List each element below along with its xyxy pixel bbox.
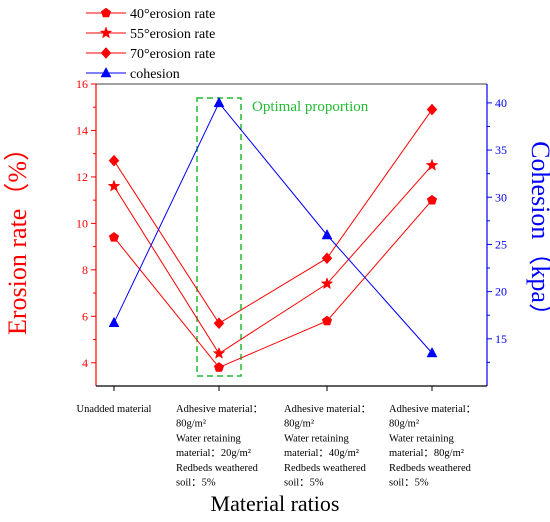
data-point — [213, 96, 225, 108]
category-label: Unadded material — [77, 404, 152, 415]
category-label-line: 80g/m² — [284, 419, 314, 430]
legend-label: 40°erosion rate — [130, 7, 215, 22]
optimal-highlight-box — [196, 97, 242, 377]
y-axis-left-label: Erosion rate（%） — [3, 135, 32, 335]
series-3 — [108, 103, 438, 330]
series-4 — [108, 96, 438, 358]
category-label: Adhesive material： 80g/m² Water retaining m… — [284, 404, 371, 489]
category-label-line: material：40g/m² — [284, 448, 359, 459]
right-tick-label: 15 — [495, 332, 507, 346]
legend-item: 40°erosion rate — [86, 7, 215, 22]
data-point — [108, 154, 120, 167]
right-tick-label: 25 — [495, 237, 507, 251]
axes — [95, 83, 488, 387]
data-point — [212, 346, 226, 359]
data-point — [426, 103, 438, 116]
data-point — [426, 194, 438, 205]
category-label-line: 80g/m² — [389, 419, 419, 430]
category-label-line: Redbeds weathered — [389, 463, 472, 474]
data-point — [321, 315, 333, 326]
left-tick-label: 14 — [76, 123, 88, 137]
data-point — [425, 158, 439, 171]
data-point — [107, 179, 121, 192]
category-label-line: 80g/m² — [176, 419, 206, 430]
category-label-line: Redbeds weathered — [284, 463, 367, 474]
data-point — [320, 277, 334, 290]
category-labels: Unadded material Adhesive material： 80g/m²… — [77, 404, 477, 489]
x-axis-label: Material ratios — [211, 491, 340, 516]
right-tick-label: 30 — [495, 190, 507, 204]
category-label: Adhesive material： 80g/m² Water retaining m… — [176, 404, 263, 489]
category-label-line: Adhesive material： — [389, 404, 476, 415]
right-tick-label: 20 — [495, 285, 507, 299]
legend-label: 55°erosion rate — [130, 27, 215, 42]
series-1 — [108, 194, 438, 372]
y-axis-right-label: Cohesion（kpa） — [526, 141, 550, 329]
right-tick-label: 35 — [495, 143, 507, 157]
series-line — [113, 164, 433, 355]
legend-marker — [100, 7, 112, 18]
category-label-line: Unadded material — [77, 404, 152, 415]
category-label-line: Redbeds weathered — [176, 463, 259, 474]
legend-item: 55°erosion rate — [86, 26, 215, 42]
category-label-line: soil：5% — [176, 478, 216, 489]
optimal-highlight — [196, 97, 242, 377]
legend-item: 70°erosion rate — [86, 47, 215, 62]
right-tick-label: 40 — [495, 96, 507, 110]
legend-marker — [100, 66, 112, 78]
left-tick-label: 10 — [76, 216, 88, 230]
series-line — [113, 199, 433, 369]
left-tick-label: 12 — [76, 170, 88, 184]
left-ticks: 4 6 8 10 12 14 16 — [76, 77, 96, 370]
category-label-line: Water retaining — [176, 433, 241, 444]
left-tick-label: 16 — [76, 77, 88, 91]
left-tick-label: 4 — [82, 356, 88, 370]
right-ticks: 15 20 25 30 35 40 — [487, 96, 507, 363]
optimal-proportion-annotation: Optimal proportion — [252, 99, 369, 115]
category-label-line: Water retaining — [389, 433, 454, 444]
category-label: Adhesive material： 80g/m² Water retaining m… — [389, 404, 476, 489]
category-label-line: material：80g/m² — [389, 448, 464, 459]
legend-marker — [99, 26, 113, 39]
category-label-line: soil：5% — [284, 478, 324, 489]
data-point — [213, 317, 225, 330]
series-layer — [107, 96, 439, 372]
legend-label: cohesion — [130, 67, 180, 82]
data-point — [213, 362, 225, 372]
category-label-line: material：20g/m² — [176, 448, 251, 459]
data-point — [321, 252, 333, 265]
legend-item: cohesion — [86, 66, 180, 82]
left-tick-label: 8 — [82, 263, 88, 277]
series-2 — [107, 158, 439, 359]
series-line — [113, 101, 433, 354]
data-point — [426, 346, 438, 358]
x-ticks — [113, 386, 433, 391]
category-label-line: soil：5% — [389, 478, 429, 489]
data-point — [321, 228, 333, 240]
left-tick-label: 6 — [82, 309, 88, 323]
data-point — [108, 231, 120, 242]
legend-label: 70°erosion rate — [130, 47, 215, 62]
legend-marker — [100, 47, 112, 59]
data-point — [108, 316, 120, 328]
legend: 40°erosion rate 55°erosion rate 70°erosion… — [86, 7, 215, 82]
category-label-line: Adhesive material： — [284, 404, 371, 415]
category-label-line: Water retaining — [284, 433, 349, 444]
series-line — [113, 109, 433, 324]
category-label-line: Adhesive material： — [176, 404, 263, 415]
